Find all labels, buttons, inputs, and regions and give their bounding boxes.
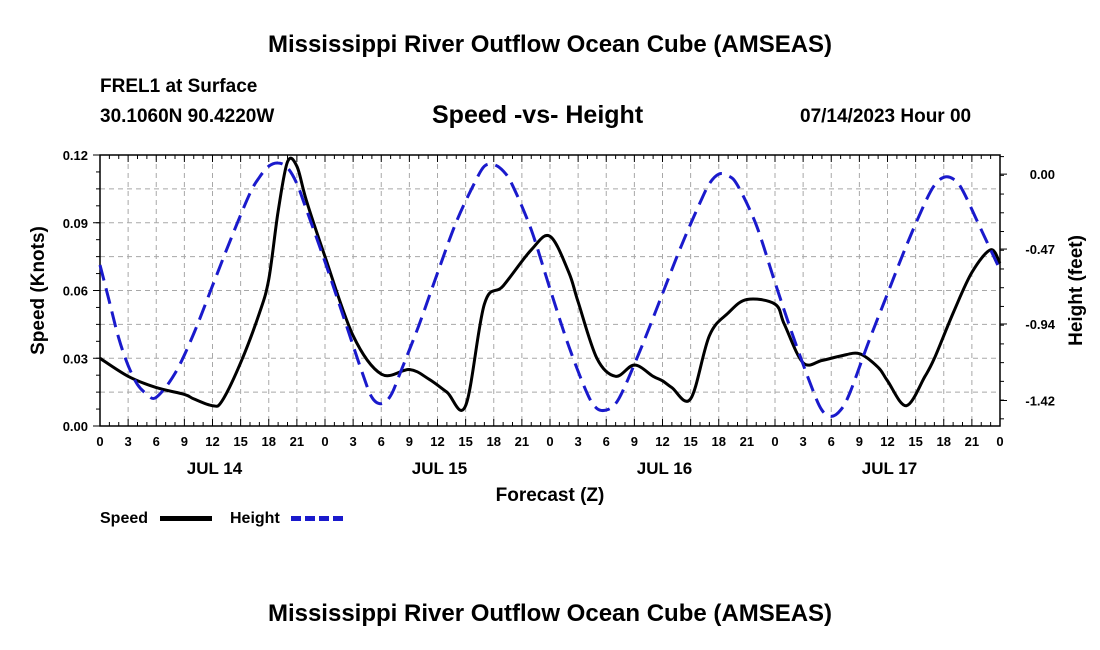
x-tick-label: 9 (406, 434, 413, 449)
series-line-speed (99, 156, 1002, 412)
x-tick-label: 6 (828, 434, 835, 449)
x-tick-label: 18 (712, 434, 726, 449)
x-tick-label: 21 (965, 434, 979, 449)
y-axis-label: Speed (Knots) (28, 226, 49, 355)
station-label: FREL1 at Surface (100, 76, 258, 97)
x-tick-label: 6 (378, 434, 385, 449)
x-day-label: JUL 17 (862, 459, 917, 478)
y2-tick-label: -1.42 (1025, 393, 1055, 408)
y2-axis-label: Height (feet) (1066, 235, 1087, 346)
x-tick-label: 12 (655, 434, 669, 449)
footer-title: Mississippi River Outflow Ocean Cube (AM… (267, 600, 833, 627)
x-tick-label: 12 (205, 434, 219, 449)
x-tick-label: 12 (430, 434, 444, 449)
x-tick-label: 9 (856, 434, 863, 449)
x-tick-label: 0 (321, 434, 328, 449)
x-tick-label: 9 (181, 434, 188, 449)
forecast-date: 07/14/2023 Hour 00 (800, 106, 972, 127)
x-tick-label: 0 (96, 434, 103, 449)
legend-height-swatch (291, 516, 343, 521)
x-tick-label: 0 (771, 434, 778, 449)
y-tick-label: 0.00 (63, 419, 88, 434)
page-title: Mississippi River Outflow Ocean Cube (AM… (267, 31, 833, 58)
x-tick-label: 21 (740, 434, 754, 449)
x-tick-label: 18 (937, 434, 951, 449)
x-tick-label: 0 (996, 434, 1003, 449)
x-tick-label: 3 (575, 434, 582, 449)
x-axis-label: Forecast (Z) (496, 485, 605, 506)
legend-speed-label: Speed (100, 510, 149, 527)
y-tick-label: 0.03 (63, 351, 88, 366)
x-tick-label: 0 (546, 434, 553, 449)
x-tick-label: 18 (487, 434, 501, 449)
y2-tick-label: -0.47 (1025, 242, 1055, 257)
y2-tick-label: 0.00 (1030, 167, 1055, 182)
x-tick-label: 9 (631, 434, 638, 449)
legend-height-label: Height (230, 510, 280, 527)
x-day-label: JUL 16 (637, 459, 692, 478)
x-tick-label: 3 (125, 434, 132, 449)
series-line-height (98, 161, 1002, 418)
legend-speed-swatch (160, 516, 212, 521)
x-tick-label: 21 (515, 434, 529, 449)
x-tick-label: 18 (262, 434, 276, 449)
y-tick-label: 0.12 (63, 148, 88, 163)
chart-title: Speed -vs- Height (432, 101, 644, 129)
x-tick-label: 3 (350, 434, 357, 449)
x-tick-label: 6 (153, 434, 160, 449)
x-tick-label: 3 (800, 434, 807, 449)
x-day-label: JUL 15 (412, 459, 467, 478)
x-day-label: JUL 14 (187, 459, 243, 478)
x-tick-label: 15 (233, 434, 247, 449)
x-tick-label: 6 (603, 434, 610, 449)
station-coords: 30.1060N 90.4220W (100, 106, 275, 127)
y2-tick-label: -0.94 (1025, 317, 1055, 332)
x-tick-label: 15 (683, 434, 697, 449)
y-tick-label: 0.06 (63, 284, 88, 299)
y-tick-label: 0.09 (63, 216, 88, 231)
x-tick-label: 12 (880, 434, 894, 449)
x-tick-label: 15 (458, 434, 472, 449)
x-tick-label: 15 (908, 434, 922, 449)
x-tick-label: 21 (290, 434, 304, 449)
